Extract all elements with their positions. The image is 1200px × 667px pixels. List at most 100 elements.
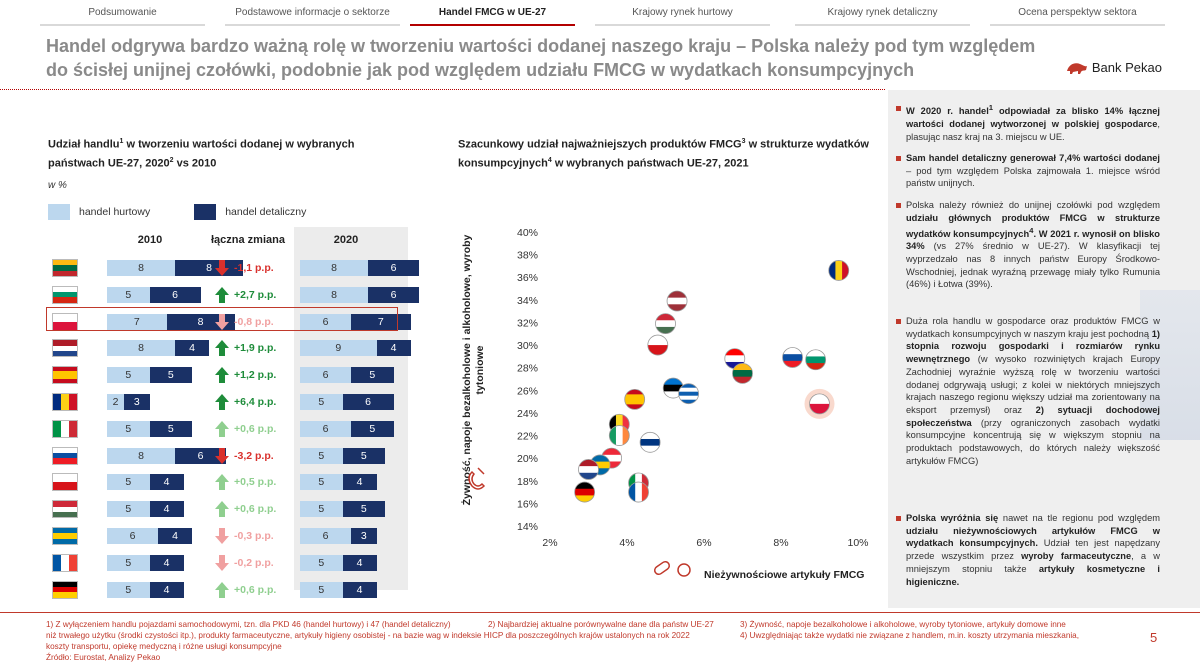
footer-divider [0,612,1200,613]
left-title-b: w tworzeniu wartości dodanej w wybranych… [48,138,355,170]
b4-pre: Duża rola handlu w gospodarce oraz produ… [906,316,1160,339]
y-tick-label: 32% [517,317,538,329]
bar-2020-wholesale: 6 [300,528,351,544]
bar-2010-retail: 4 [149,474,184,491]
change-value: -3,2 p.p. [234,449,274,462]
bar-2010-wholesale: 5 [107,286,150,303]
bar-2010-retail: 6 [149,286,201,303]
legend-swatch-wholesale [48,204,70,220]
bar-2020-retail: 4 [376,340,411,357]
change-value: +1,9 p.p. [234,342,277,355]
left-title-c: vs 2010 [173,157,217,170]
scatter-point-outline [828,260,850,281]
y-tick-label: 14% [517,521,538,533]
b5-bold4: artykuły kosmetyczne i higieniczne. [906,563,1160,587]
bar-2010-wholesale: 5 [107,420,150,437]
scatter-title-sup4: 4 [547,156,552,164]
arrow-up-icon [215,501,229,518]
tab-handel-fmcg[interactable]: Handel FMCG w UE-27 [410,4,575,26]
left-title-sup2: 2 [169,156,174,164]
tab-krajowy-rynek-detaliczny[interactable]: Krajowy rynek detaliczny [795,4,970,26]
y-tick-label: 18% [517,476,538,488]
change-value: +1,2 p.p. [234,369,277,382]
b1-sup: 1 [988,103,994,112]
flag-de-icon [52,580,78,599]
scatter-point-outline [666,290,688,312]
bar-2010-retail: 3 [124,394,150,410]
scatter-point-pl [809,393,830,414]
flag-hu-icon [52,500,78,519]
change-value: +0,6 p.p. [234,503,277,516]
x-tick-label: 4% [619,537,634,549]
change-value: +0,6 p.p. [234,583,277,596]
bar-2010-wholesale: 8 [107,260,175,276]
bar-2010-wholesale: 7 [107,313,167,330]
tab-podstawowe-informacje[interactable]: Podstawowe informacje o sektorze [225,4,400,26]
bullet-1: W 2020 r. handel1 odpowiadał za blisko 1… [896,102,1160,143]
bar-2010-retail: 4 [158,528,192,544]
b5-mid3: , a w mniejszym stopniu także [906,551,1160,574]
tab-krajowy-rynek-hurtowy[interactable]: Krajowy rynek hurtowy [595,4,770,26]
bar-2010-wholesale: 5 [107,554,150,571]
change-value: -0,2 p.p. [234,556,274,569]
pill-icon [653,560,671,576]
b3-rest: (vs 27% średnio w UE-27). W klasyfikacji… [906,241,1160,290]
scatter-x-axis-title: Nieżywnościowe artykuły FMCG [704,569,865,581]
poland-highlight-box [46,307,398,331]
scatter-point-at [601,448,622,469]
page-title: Handel odgrywa bardzo ważną rolę w tworz… [46,34,1036,82]
col-header-change: łączna zmiana [211,234,285,246]
change-value: -1,1 p.p. [234,262,274,274]
bar-2020-wholesale: 8 [300,260,368,276]
scatter-point-outline [655,313,676,334]
scatter-point-outline [624,388,646,410]
scatter-point-nl [578,459,599,480]
scatter-point-se [590,454,611,475]
scatter-point-ro [828,260,849,281]
chart-legend: handel hurtowy handel detaliczny [48,204,306,220]
b3-pre: Polska należy również do unijnej czołówk… [906,200,1160,210]
bar-2010-wholesale: 8 [107,447,175,464]
arrow-down-icon [215,313,229,330]
arrow-down-icon [215,528,229,544]
unit-label: w % [48,180,67,191]
flag-it-icon [52,419,78,438]
flag-cz-icon [52,473,78,492]
bar-2020-wholesale: 5 [300,501,343,518]
bar-2020-retail: 4 [342,581,377,598]
scatter-point-ee [663,378,684,399]
arrow-up-icon [215,367,229,384]
change-value: -0,8 p.p. [234,315,274,328]
bullet-2: Sam handel detaliczny generował 7,4% war… [896,152,1160,190]
bar-2020-retail: 5 [342,447,385,464]
b2-bold: Sam handel detaliczny generował 7,4% war… [906,153,1160,163]
scatter-chart-title: Szacunkowy udział najważniejszych produk… [458,134,878,171]
change-value: +0,5 p.p. [234,476,277,489]
bar-2020-retail: 5 [351,420,394,437]
commentary-panel: W 2020 r. handel1 odpowiadał za blisko 1… [888,90,1200,608]
bar-2010-wholesale: 8 [107,340,175,357]
scatter-title-a: Szacunkowy udział najważniejszych produk… [458,138,742,151]
bar-2010-wholesale: 5 [107,501,150,518]
change-value: +6,4 p.p. [234,396,277,408]
scatter-title-sup3: 3 [741,138,746,145]
scatter-point-cz [647,335,668,356]
b5-bold1: Polska wyróżnia się [906,513,999,523]
b3-bold: udziału głównych produktów FMCG w strukt… [906,212,1160,239]
bar-2010-wholesale: 5 [107,367,150,384]
arrow-up-icon [215,474,229,491]
page-title-line2: do ścisłej unijnej czołówki, podobnie ja… [46,60,915,80]
logo-text: Bank Pekao [1091,60,1162,75]
tab-ocena-perspektyw[interactable]: Ocena perspektyw sektora [990,4,1165,26]
scatter-point-de [574,482,595,503]
bar-2020-retail: 3 [351,528,377,544]
y-tick-label: 38% [517,250,538,262]
bar-2020-retail: 5 [342,501,385,518]
bar-2020-wholesale: 8 [300,286,368,303]
scatter-point-outline [578,459,599,480]
tab-podsumowanie[interactable]: Podsumowanie [40,4,205,26]
y-tick-label: 16% [517,498,538,510]
change-value: -0,3 p.p. [234,530,274,542]
bullet-3: Polska należy również do unijnej czołówk… [896,199,1160,291]
bar-2020-retail: 6 [342,394,394,410]
